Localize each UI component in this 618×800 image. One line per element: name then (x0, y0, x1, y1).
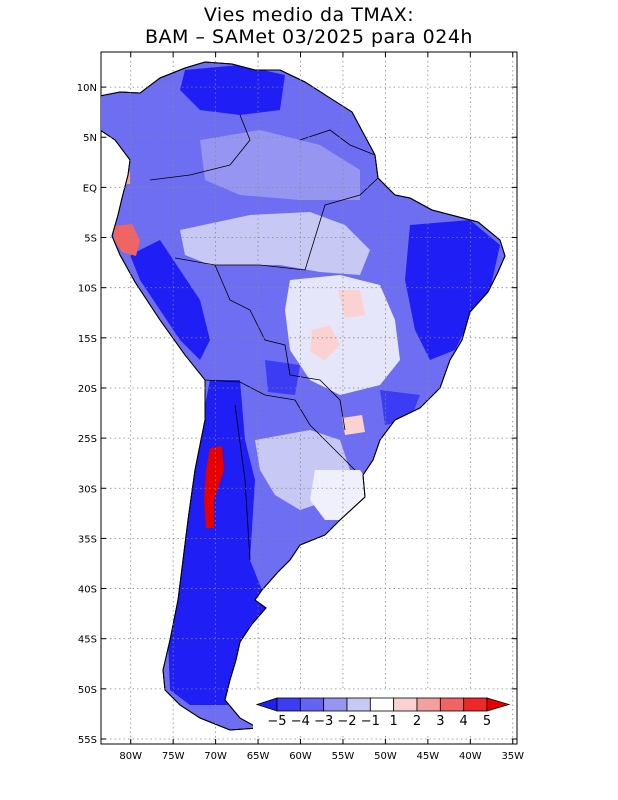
map-title: Vies medio da TMAX: BAM – SAMet 03/2025 … (0, 4, 618, 48)
lat-tick-label: EQ (83, 183, 97, 194)
pink-spot-south (342, 415, 365, 435)
gridlines (101, 52, 517, 744)
lat-tick-label: 5S (84, 234, 97, 245)
lon-tick-label: 50W (374, 751, 397, 762)
colorbar-background (253, 690, 511, 734)
colorbar-label: −2 (337, 714, 356, 729)
blue-paraguay (265, 360, 300, 395)
colorbar-label: −1 (361, 714, 380, 729)
colorbar-label: −5 (267, 714, 286, 729)
colorbar-label: 4 (460, 714, 468, 729)
lon-tick-label: 65W (247, 751, 270, 762)
title-line-1: Vies medio da TMAX: (203, 4, 415, 26)
lon-tick-label: 80W (119, 751, 142, 762)
lat-tick-label: 35S (78, 534, 97, 545)
country-borders (149, 114, 379, 561)
lat-tick-label: 55S (78, 735, 97, 746)
colorbar-label: 3 (436, 714, 444, 729)
colorbar-label: 5 (483, 714, 491, 729)
lon-tick-label: 60W (289, 751, 312, 762)
deep-blue-venezuela (180, 65, 285, 115)
lat-tick-label: 15S (78, 334, 97, 345)
colorbar-box (369, 697, 395, 712)
coastline (101, 61, 506, 731)
mid-blue-north (200, 130, 360, 200)
lat-tick-label: 20S (78, 384, 97, 395)
colorbar-box (463, 697, 488, 712)
colorbar-box (439, 697, 465, 712)
lat-tick-label: 30S (78, 484, 97, 495)
colorbar-box (416, 697, 441, 712)
lon-tick-label: 55W (332, 751, 355, 762)
colorbar-label: 2 (413, 714, 421, 729)
lon-tick-label: 70W (204, 751, 227, 762)
lon-tick-label: 40W (459, 751, 482, 762)
colorbar-box (346, 697, 371, 712)
lat-tick-label: 25S (78, 434, 97, 445)
light-blue-amazon (180, 212, 370, 275)
lon-tick-label: 75W (162, 751, 185, 762)
deep-blue-northeast (405, 220, 500, 360)
lat-tick-label: 10S (78, 284, 97, 295)
red-spot-chile (204, 446, 224, 528)
colorbar-over-arrow (486, 697, 511, 712)
lon-tick-label: 45W (417, 751, 440, 762)
pink-spot-east (338, 290, 365, 318)
colorbar-label: −3 (314, 714, 333, 729)
colorbar-label: −4 (291, 714, 310, 729)
lat-tick-label: 10N (77, 83, 97, 94)
deep-blue-andes-north (130, 240, 210, 360)
colorbar-box (323, 697, 348, 712)
lat-tick-label: 50S (78, 685, 97, 696)
pink-spot-central (310, 325, 340, 360)
deep-blue-patagonia (168, 380, 266, 705)
colorbar-box (299, 697, 325, 712)
lat-tick-label: 5N (83, 133, 97, 144)
colorbar-box (276, 697, 301, 712)
colorbar-box (393, 697, 418, 712)
axis-ticks: 10N 5N EQ 5S 10S 15S 20S 25S 30S 35S 40S 45S 50S 55S 8… (77, 52, 524, 762)
title-line-2: BAM – SAMet 03/2025 para 024h (145, 26, 473, 48)
colorbar: −5 −4 −3 −2 −1 1 2 3 4 5 (253, 690, 511, 734)
lat-tick-label: 40S (78, 585, 97, 596)
lon-tick-label: 35W (501, 751, 524, 762)
red-spot-peru-coast (114, 224, 140, 256)
light-blue-central (285, 275, 400, 395)
lat-tick-label: 45S (78, 635, 97, 646)
colorbar-label: 1 (390, 714, 398, 729)
